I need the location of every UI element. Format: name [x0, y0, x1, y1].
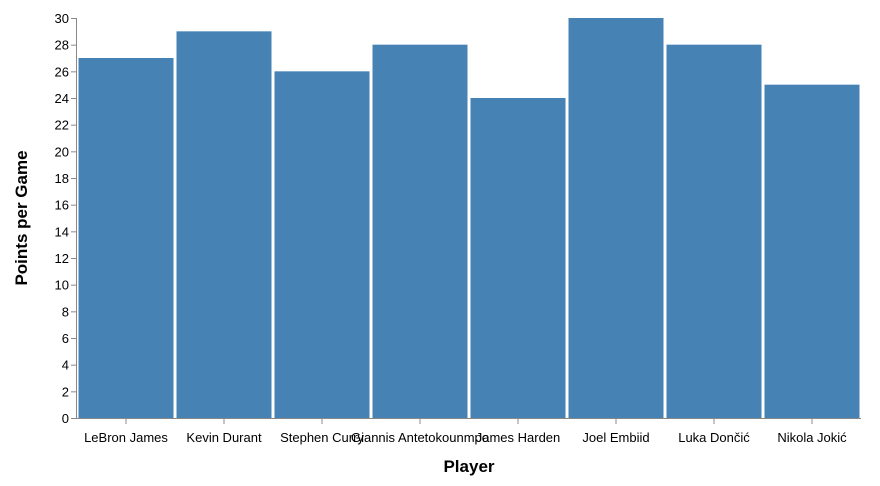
- y-axis-title: Points per Game: [12, 150, 31, 285]
- x-tick-label: Joel Embiid: [582, 430, 649, 445]
- y-tick-label: 14: [55, 224, 69, 239]
- y-tick-label: 16: [55, 198, 69, 213]
- bar-8: [764, 84, 860, 419]
- y-tick-label: 26: [55, 64, 69, 79]
- y-tick-label: 20: [55, 144, 69, 159]
- y-tick-label: 6: [62, 331, 69, 346]
- x-axis: LeBron James Kevin Durant Stephen CurryGia…: [76, 418, 861, 445]
- y-tick-label: 0: [62, 411, 69, 426]
- x-axis-title: Player: [443, 457, 494, 476]
- x-tick-label: Nikola Jokić: [777, 430, 847, 445]
- bar-1: [78, 58, 174, 418]
- bars-group: [78, 18, 860, 419]
- y-tick-label: 4: [62, 358, 69, 373]
- bar-3: [274, 71, 370, 418]
- x-tick-label: LeBron James: [84, 430, 168, 445]
- y-tick-label: 22: [55, 118, 69, 133]
- x-tick-label: Stephen Curry: [280, 430, 364, 445]
- y-tick-label: 12: [55, 251, 69, 266]
- y-tick-label: 18: [55, 171, 69, 186]
- bar-7: [666, 44, 762, 419]
- bar-5: [470, 98, 566, 418]
- y-tick-label: 8: [62, 304, 69, 319]
- y-tick-label: 30: [55, 11, 69, 26]
- y-tick-label: 2: [62, 384, 69, 399]
- x-tick-label: Giannis Antetokounmpo: [351, 430, 489, 445]
- y-tick-label: 24: [55, 91, 69, 106]
- y-tick-label: 10: [55, 278, 69, 293]
- bar-4: [372, 44, 468, 419]
- y-tick-label: 28: [55, 38, 69, 53]
- x-tick-label: James Harden: [476, 430, 561, 445]
- x-tick-label: Luka Dončić: [678, 430, 750, 445]
- bar-2: [176, 31, 272, 418]
- x-tick-label: Kevin Durant: [186, 430, 262, 445]
- bar-6: [568, 18, 664, 418]
